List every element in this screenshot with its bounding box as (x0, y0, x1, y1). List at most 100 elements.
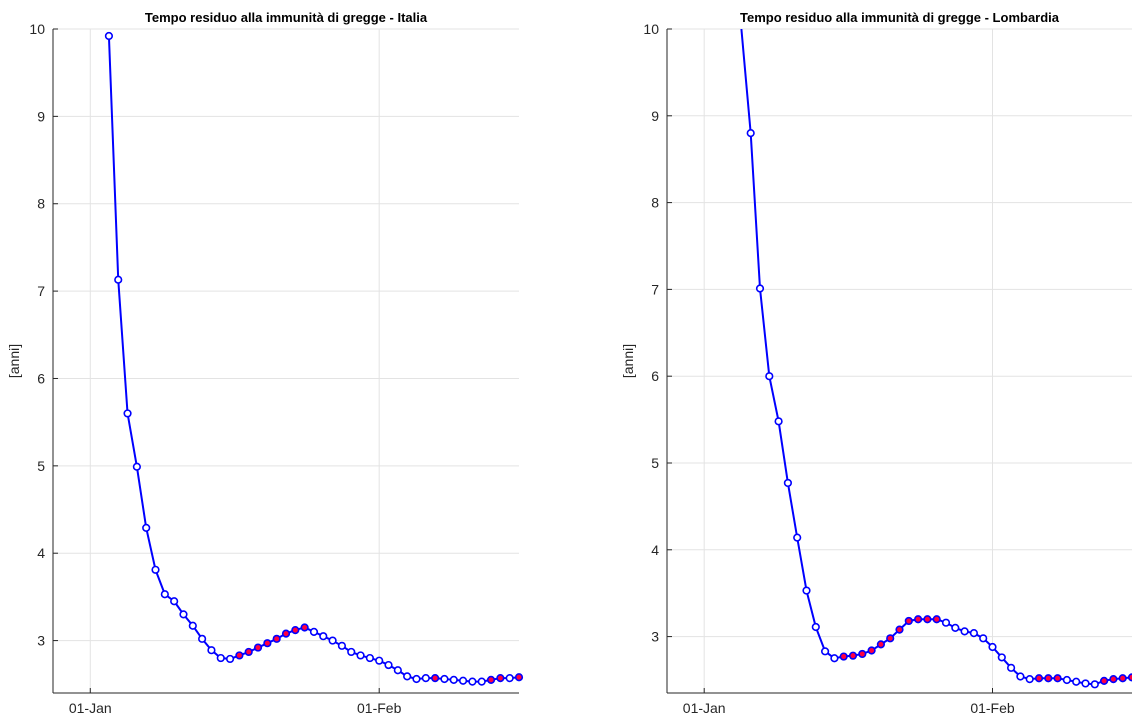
data-point-highlighted (1044, 674, 1053, 683)
y-tick-label: 6 (37, 370, 45, 386)
data-point (114, 275, 123, 284)
y-tick-label: 6 (651, 368, 659, 384)
data-point (774, 417, 783, 426)
data-point-highlighted (244, 647, 253, 657)
data-point (505, 674, 514, 683)
y-tick-label: 10 (29, 21, 45, 37)
y-tick-label: 3 (651, 629, 659, 645)
y-tick-label: 4 (651, 542, 659, 558)
data-point (811, 622, 820, 632)
data-point-highlighted (1053, 674, 1062, 683)
data-point (393, 666, 402, 675)
y-tick-label: 9 (37, 108, 45, 124)
data-point (198, 634, 207, 643)
data-point (1090, 680, 1099, 689)
x-tick-label: 01-Jan (69, 700, 112, 716)
data-point (783, 478, 793, 488)
data-point-highlighted (514, 673, 524, 682)
data-point (412, 674, 421, 684)
data-point (375, 656, 384, 665)
data-point (151, 565, 160, 574)
data-point-highlighted (1109, 675, 1118, 684)
data-point-highlighted (496, 674, 505, 683)
data-point (1016, 672, 1025, 681)
data-point (997, 653, 1006, 662)
y-tick-label: 3 (37, 633, 45, 649)
data-point (988, 642, 997, 652)
data-point (207, 646, 216, 655)
data-point (356, 651, 365, 660)
data-point (365, 653, 374, 663)
x-tick-label: 01-Feb (970, 700, 1015, 716)
data-point (104, 31, 114, 41)
data-point-highlighted (263, 639, 272, 648)
data-point (979, 634, 988, 643)
data-point-highlighted (904, 616, 913, 626)
data-point-highlighted (848, 651, 858, 660)
y-tick-label: 8 (37, 196, 45, 212)
data-point (1025, 675, 1034, 684)
data-point (830, 654, 839, 663)
data-point-highlighted (281, 629, 291, 638)
data-point (123, 409, 132, 418)
data-point (820, 647, 830, 656)
data-point (802, 586, 811, 595)
x-tick-label: 01-Feb (357, 700, 402, 716)
data-point (1062, 675, 1071, 685)
data-point-highlighted (923, 615, 932, 624)
chart-title: Tempo residuo alla immunità di gregge - … (145, 10, 428, 25)
data-point (179, 610, 188, 619)
data-point-highlighted (1034, 674, 1044, 683)
y-tick-label: 7 (651, 281, 659, 297)
chart-title: Tempo residuo alla immunità di gregge - … (740, 10, 1060, 25)
data-point-highlighted (1118, 674, 1127, 683)
plot-series-group (104, 31, 524, 686)
data-point (449, 675, 458, 684)
data-point (337, 641, 347, 650)
data-point (328, 636, 337, 645)
y-axis-label: [anni] (6, 344, 22, 378)
data-point (960, 627, 969, 636)
data-point (132, 462, 141, 471)
data-point-highlighted (913, 615, 923, 624)
y-tick-label: 4 (37, 545, 45, 561)
data-point (225, 654, 235, 664)
data-point-highlighted (235, 651, 244, 660)
data-point-highlighted (486, 675, 496, 684)
chart-panel-2: 3 4 5 6 7 8 9 10 01-Jan 01-Feb Tempo residuo alla … (620, 10, 1132, 716)
data-point (319, 632, 328, 641)
plot-series-group (740, 29, 1132, 689)
data-point-highlighted (867, 646, 876, 655)
data-point (941, 618, 951, 627)
data-point-highlighted (876, 640, 886, 649)
data-point (216, 653, 225, 663)
data-point (160, 590, 169, 599)
data-point (1072, 677, 1081, 686)
data-point (403, 672, 412, 681)
data-point (468, 677, 477, 686)
y-tick-label: 9 (651, 108, 659, 124)
y-tick-label: 5 (651, 455, 659, 471)
data-point (188, 621, 197, 630)
data-point (746, 129, 755, 138)
data-point (951, 623, 960, 633)
data-point (440, 674, 449, 684)
x-tick-label: 01-Jan (683, 700, 726, 716)
data-point (1006, 663, 1016, 672)
y-tick-label: 5 (37, 458, 45, 474)
plot-area (53, 29, 519, 693)
data-point (765, 372, 774, 381)
data-point-highlighted (1099, 676, 1109, 685)
data-point (1081, 679, 1090, 688)
data-point-highlighted (431, 674, 440, 683)
data-point-highlighted (291, 625, 300, 635)
data-point-highlighted (932, 615, 941, 624)
data-point-highlighted (300, 623, 309, 632)
data-point (793, 533, 802, 542)
data-point (170, 597, 179, 606)
plot-area (667, 29, 1132, 693)
data-point (755, 284, 765, 293)
data-point-highlighted (886, 634, 895, 643)
data-point (309, 627, 319, 636)
data-point-highlighted (253, 643, 263, 652)
